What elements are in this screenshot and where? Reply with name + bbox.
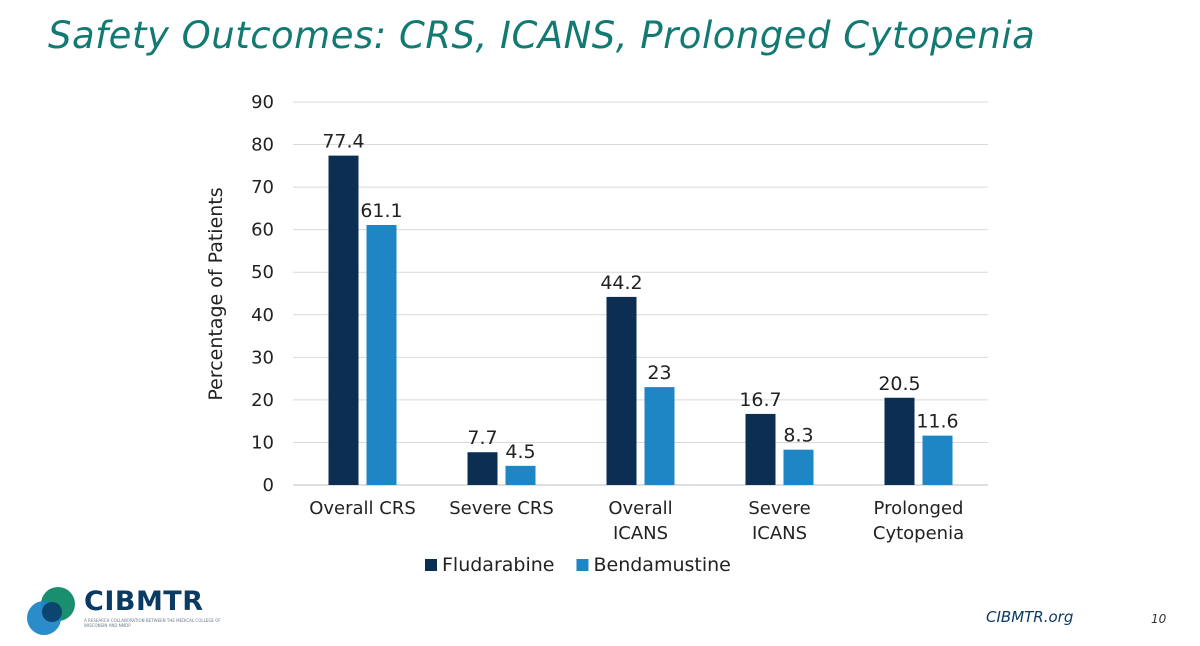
footer-url[interactable]: CIBMTR.org (986, 608, 1074, 626)
bar-bendamustine (505, 465, 536, 485)
category-label: Overall (608, 498, 672, 519)
data-label: 20.5 (878, 373, 920, 395)
legend-label: Bendamustine (593, 554, 730, 576)
logo-circles-icon (27, 587, 75, 635)
y-tick-label: 90 (251, 92, 274, 113)
y-tick-label: 70 (251, 177, 274, 198)
legend-label: Fludarabine (442, 554, 554, 576)
logo-text: CIBMTR (84, 586, 204, 617)
legend-swatch (425, 559, 437, 571)
bar-bendamustine (922, 435, 953, 485)
y-tick-label: 30 (251, 347, 274, 368)
cibmtr-logo: CIBMTR A RESEARCH COLLABORATION BETWEEN … (24, 584, 234, 640)
data-label: 7.7 (467, 427, 497, 449)
data-label: 4.5 (505, 441, 535, 463)
logo-subtext: A RESEARCH COLLABORATION BETWEEN THE MED… (84, 618, 221, 628)
data-label: 23 (647, 362, 671, 384)
data-label: 16.7 (739, 389, 781, 411)
slide-title: Safety Outcomes: CRS, ICANS, Prolonged C… (48, 14, 1036, 57)
bar-bendamustine (366, 224, 397, 486)
y-axis-label: Percentage of Patients (205, 187, 227, 400)
category-label: Prolonged (874, 498, 964, 519)
y-tick-label: 10 (251, 432, 274, 453)
data-label: 11.6 (916, 411, 958, 433)
y-tick-label: 80 (251, 135, 274, 156)
y-tick-label: 50 (251, 262, 274, 283)
y-tick-label: 60 (251, 220, 274, 241)
bar-fludarabine (328, 155, 359, 485)
bar-bendamustine (783, 449, 814, 485)
y-tick-label: 40 (251, 305, 274, 326)
data-label: 8.3 (783, 425, 813, 447)
bar-fludarabine (884, 397, 915, 485)
category-label: ICANS (613, 523, 668, 544)
y-tick-label: 20 (251, 390, 274, 411)
data-label: 77.4 (322, 131, 364, 153)
bar-bendamustine (644, 387, 675, 485)
bar-fludarabine (467, 452, 498, 485)
data-label: 44.2 (600, 272, 642, 294)
legend-swatch (576, 559, 589, 571)
category-label: Severe CRS (449, 498, 554, 519)
category-label: ICANS (752, 523, 807, 544)
category-label: Overall CRS (309, 498, 416, 519)
bar-fludarabine (606, 296, 637, 485)
category-label: Severe (748, 498, 810, 519)
y-tick-label: 0 (263, 475, 274, 496)
data-label: 61.1 (360, 200, 402, 222)
bar-fludarabine (745, 413, 776, 485)
category-label: Cytopenia (873, 523, 964, 544)
page-number: 10 (1151, 612, 1167, 626)
